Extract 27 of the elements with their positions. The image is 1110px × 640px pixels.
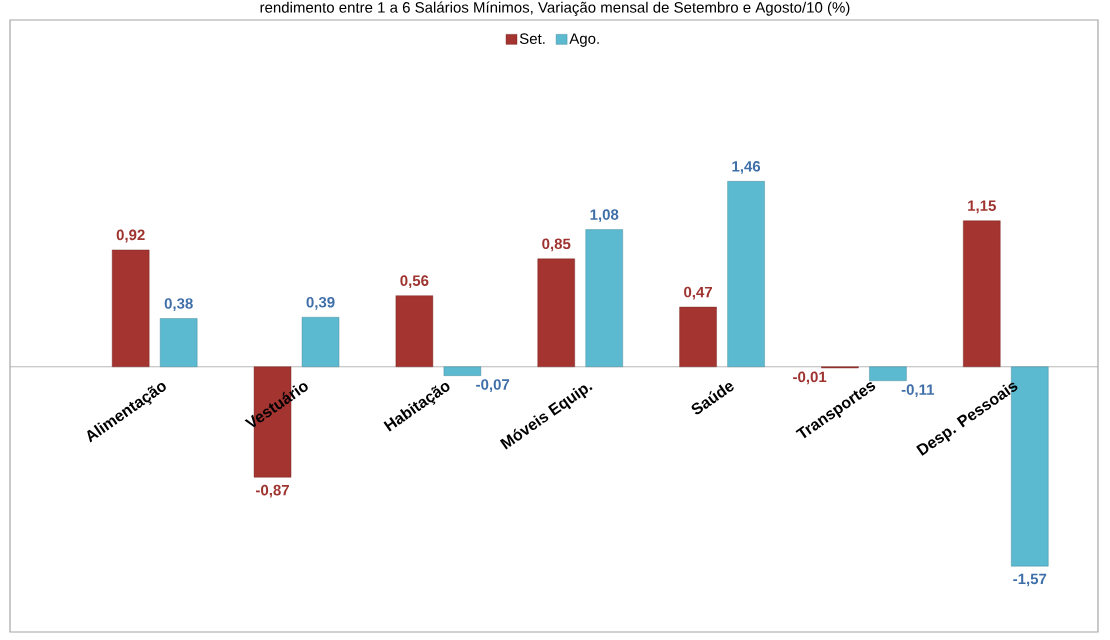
bar: [727, 181, 765, 367]
data-label: 0,38: [164, 298, 193, 311]
bar: [111, 249, 150, 367]
bar: [537, 258, 575, 367]
data-label: 0,56: [400, 275, 429, 289]
data-label: 0,39: [306, 296, 335, 310]
data-label: 1,15: [968, 200, 996, 214]
data-label: 0,85: [542, 238, 571, 252]
data-label: -0,11: [901, 384, 935, 398]
legend-label: Set.: [519, 33, 545, 44]
bar: [443, 366, 482, 376]
bar: [301, 317, 340, 367]
data-label: -0,07: [476, 379, 510, 392]
bar: [395, 295, 434, 367]
bar: [679, 306, 717, 367]
bar: [159, 318, 198, 367]
data-label: 0,47: [684, 286, 713, 300]
legend-label: Ago.: [569, 33, 599, 47]
chart-title: rendimento entre 1 a 6 Salários Mínimos, Variação mensal de Setembro e Agosto/10 (%): [260, 1, 850, 16]
data-label: 1,46: [732, 161, 761, 174]
data-label: -0,87: [256, 484, 289, 498]
data-label: 0,92: [116, 229, 145, 243]
data-label: 1,08: [590, 209, 619, 223]
data-label: -1,57: [1013, 573, 1047, 587]
bar: [585, 229, 623, 367]
bar: [963, 220, 1001, 367]
bar: [869, 366, 907, 381]
